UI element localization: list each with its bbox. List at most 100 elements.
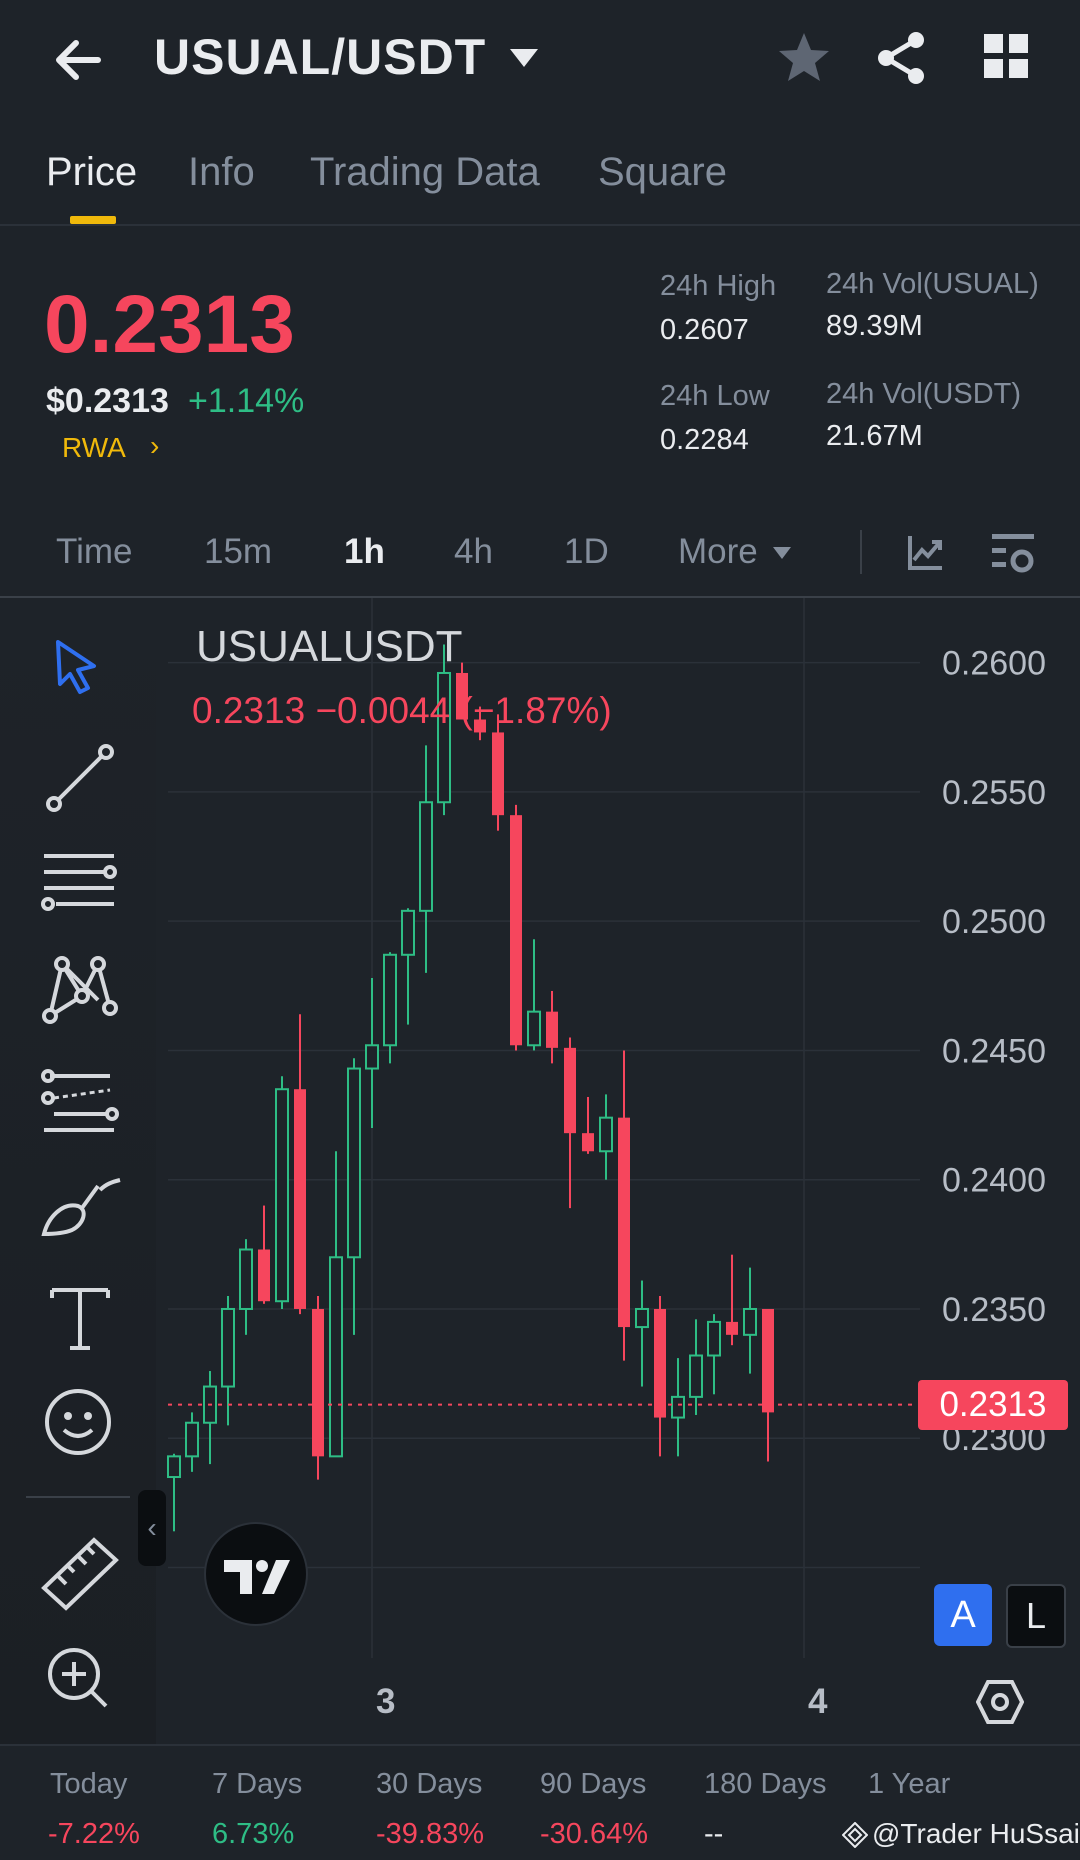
y-tick-label: 0.2400 — [942, 1162, 1046, 1200]
auto-scale-button[interactable]: A — [934, 1584, 992, 1646]
emoji-icon[interactable] — [36, 1382, 126, 1462]
candle-body — [167, 1455, 181, 1479]
tab-trading-data[interactable]: Trading Data — [310, 150, 540, 194]
interval-more[interactable]: More — [678, 532, 758, 571]
tab-info[interactable]: Info — [188, 150, 255, 194]
candle — [456, 662, 468, 720]
candle-body — [492, 732, 504, 816]
candle-body — [707, 1320, 721, 1357]
chart-settings-icon[interactable] — [990, 530, 1036, 576]
cursor-icon[interactable] — [36, 628, 126, 708]
candle-body — [743, 1307, 757, 1336]
perf-label-30-days: 30 Days — [376, 1768, 483, 1800]
candle — [546, 990, 558, 1064]
pattern-icon[interactable] — [36, 950, 126, 1030]
text-icon[interactable] — [36, 1278, 126, 1358]
candle-body — [654, 1308, 666, 1418]
indicator-icon[interactable] — [906, 532, 946, 572]
divider — [0, 224, 1080, 226]
perf-label-1-year: 1 Year — [868, 1768, 951, 1800]
stat-value-24h-vol-usual: 89.39M — [826, 310, 923, 342]
interval-1h[interactable]: 1h — [344, 532, 385, 571]
candle — [419, 745, 433, 973]
tab-price[interactable]: Price — [46, 150, 138, 194]
candle — [635, 1280, 649, 1387]
divider — [26, 1496, 130, 1498]
candle — [401, 908, 415, 1025]
chevron-down-icon[interactable] — [508, 46, 540, 70]
back-arrow-icon[interactable] — [48, 30, 108, 90]
candle-body — [474, 719, 486, 733]
candle — [707, 1314, 721, 1395]
chevron-down-icon[interactable] — [772, 546, 792, 560]
candle — [329, 1151, 343, 1458]
divider — [0, 1744, 1080, 1746]
y-tick-label: 0.2550 — [942, 774, 1046, 812]
candle-body — [401, 909, 415, 956]
trend-line-icon[interactable] — [36, 738, 126, 818]
stat-label-24h-vol-usdt: 24h Vol(USDT) — [826, 378, 1022, 410]
candle-body — [618, 1117, 630, 1328]
chevron-right-icon[interactable]: › — [150, 430, 160, 461]
candle-body — [275, 1088, 289, 1303]
tradingview-logo-icon[interactable] — [204, 1522, 308, 1626]
ruler-icon[interactable] — [36, 1532, 126, 1612]
category-tag[interactable]: RWA — [62, 432, 126, 463]
tab-square[interactable]: Square — [598, 150, 727, 194]
log-scale-button[interactable]: L — [1006, 1584, 1066, 1648]
chart-symbol: USUALUSDT — [196, 622, 463, 671]
candle-body — [329, 1256, 343, 1458]
candle-body — [726, 1321, 738, 1335]
hexagon-settings-icon[interactable] — [976, 1678, 1024, 1726]
candle-body — [221, 1307, 235, 1388]
candle-body — [347, 1067, 361, 1259]
interval-15m[interactable]: 15m — [204, 532, 273, 571]
candle-body — [546, 1011, 558, 1048]
candle-body — [419, 801, 433, 912]
candle-body — [510, 815, 522, 1046]
candle — [582, 1096, 594, 1154]
candle-body — [599, 1116, 613, 1153]
grid-icon[interactable] — [984, 34, 1028, 78]
y-tick-label: 0.2600 — [942, 645, 1046, 683]
last-price: 0.2313 — [44, 279, 295, 370]
candle — [599, 1094, 613, 1180]
candle — [239, 1239, 253, 1335]
interval-1d[interactable]: 1D — [564, 532, 609, 571]
candle — [726, 1254, 738, 1346]
y-tick-label: 0.2450 — [942, 1032, 1046, 1070]
last-price-tag: 0.2313 — [918, 1379, 1068, 1430]
stat-value-24h-low: 0.2284 — [660, 424, 749, 456]
y-tick-label: 0.2500 — [942, 903, 1046, 941]
horizontal-lines-icon[interactable] — [36, 842, 126, 922]
candle — [365, 978, 379, 1128]
candle-body — [564, 1047, 576, 1134]
interval-time[interactable]: Time — [56, 532, 133, 571]
perf-value-today: -7.22% — [48, 1818, 140, 1850]
fib-channel-icon[interactable] — [36, 1060, 126, 1140]
perf-label-90-days: 90 Days — [540, 1768, 647, 1800]
divider — [860, 530, 862, 574]
candle — [347, 1058, 361, 1335]
perf-label-today: Today — [50, 1768, 128, 1800]
interval-4h[interactable]: 4h — [454, 532, 493, 571]
perf-label-180-days: 180 Days — [704, 1768, 827, 1800]
candle — [437, 644, 451, 816]
perf-value-7-days: 6.73% — [212, 1818, 295, 1850]
share-icon[interactable] — [874, 30, 928, 86]
watermark-logo-icon — [842, 1822, 868, 1848]
candle — [383, 952, 397, 1064]
collapse-toolbar-button[interactable]: ‹ — [138, 1490, 166, 1566]
x-axis-label: 4 — [808, 1682, 828, 1721]
candle-body — [312, 1308, 324, 1457]
brush-icon[interactable] — [36, 1168, 126, 1248]
candle-body — [689, 1354, 703, 1398]
ohlc-readout: 0.2313 −0.0044 (−1.87%) — [192, 690, 612, 731]
zoom-in-icon[interactable] — [36, 1640, 126, 1720]
star-icon[interactable] — [776, 30, 832, 86]
stat-value-24h-high: 0.2607 — [660, 314, 749, 346]
candlestick-chart[interactable]: 0.2600 0.2550 0.2500 0.2450 0.2400 0.2350 0.23… — [0, 598, 1080, 1744]
candle-body — [582, 1133, 594, 1152]
watermark-text: @Trader HuSsain — [872, 1818, 1080, 1849]
pair-title[interactable]: USUAL/USDT — [154, 29, 487, 85]
